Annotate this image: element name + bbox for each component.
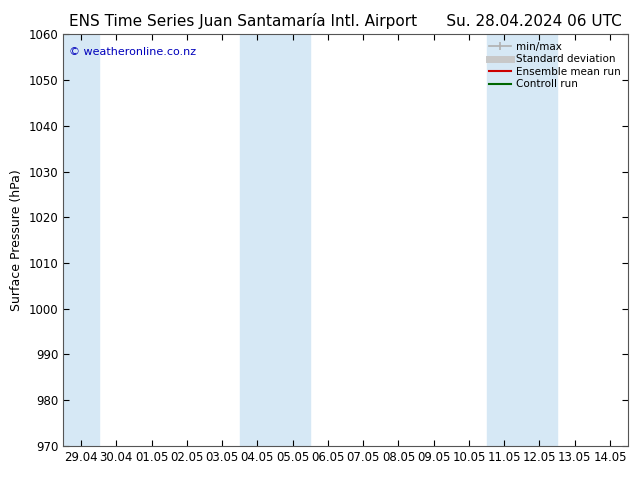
Text: © weatheronline.co.nz: © weatheronline.co.nz [69,47,196,57]
Bar [487,34,557,446]
Y-axis label: Surface Pressure (hPa): Surface Pressure (hPa) [10,169,23,311]
Bar [63,34,99,446]
Legend: min/max, Standard deviation, Ensemble mean run, Controll run: min/max, Standard deviation, Ensemble me… [486,40,623,92]
Title: ENS Time Series Juan Santamaría Intl. Airport      Su. 28.04.2024 06 UTC: ENS Time Series Juan Santamaría Intl. Ai… [69,13,622,29]
Bar [240,34,310,446]
